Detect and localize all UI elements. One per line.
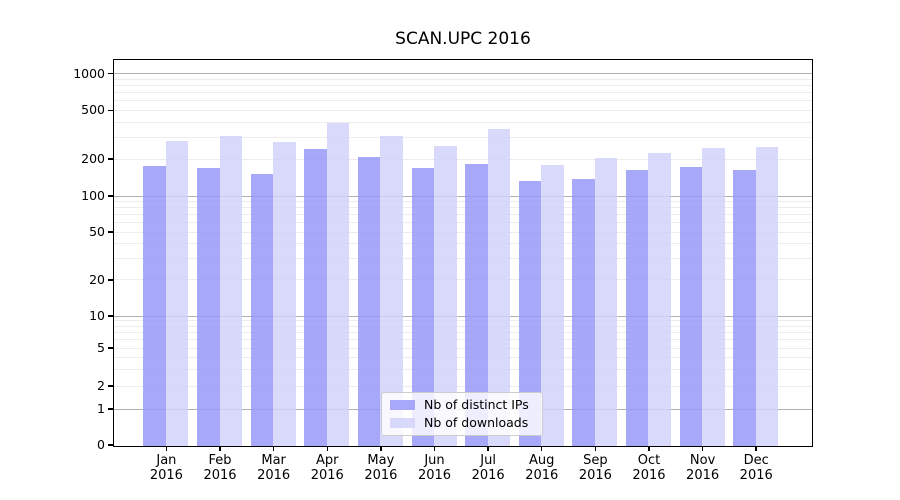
- x-tick-mark-feb: [219, 446, 221, 451]
- bar-downloads-aug: [541, 165, 564, 446]
- gridline-minor-500: [114, 109, 812, 111]
- y-tick-label-100: 100: [81, 188, 105, 203]
- gridline-minor-3: [114, 368, 812, 370]
- x-tick-mark-sep: [594, 446, 597, 451]
- gridline-minor-4: [114, 356, 812, 358]
- bar-distinct-ips-dec: [733, 169, 756, 446]
- y-tick-label-20: 20: [89, 271, 105, 287]
- chart-title: SCAN.UPC 2016: [395, 29, 531, 49]
- y-tick-label-5: 5: [97, 340, 105, 355]
- gridline-major-1000: [114, 73, 812, 74]
- y-tick-label-2: 2: [97, 378, 105, 393]
- x-tick-label-apr: Apr 2016: [310, 453, 344, 483]
- y-tick-label-10: 10: [89, 308, 105, 323]
- gridline-minor-600: [114, 100, 812, 102]
- gridline-minor-800: [114, 84, 812, 86]
- x-tick-label-dec: Dec 2016: [739, 453, 773, 483]
- bar-distinct-ips-jan: [143, 165, 166, 446]
- gridline-minor-60: [114, 222, 812, 224]
- x-tick-label-jul: Jul 2016: [471, 453, 505, 483]
- x-tick-label-nov: Nov 2016: [686, 453, 720, 483]
- y-tick-label-1000: 1000: [73, 65, 105, 81]
- x-tick-label-sep: Sep 2016: [578, 453, 612, 483]
- x-tick-label-mar: Mar 2016: [257, 453, 291, 483]
- bar-downloads-jun: [434, 145, 457, 446]
- x-tick-mark-jun: [433, 446, 436, 451]
- bar-distinct-ips-nov: [679, 166, 703, 446]
- gridline-minor-90: [114, 200, 812, 202]
- bar-downloads-apr: [326, 122, 350, 446]
- bar-downloads-nov: [702, 148, 725, 446]
- bar-distinct-ips-jul: [465, 164, 488, 446]
- bar-downloads-may: [380, 135, 403, 446]
- x-tick-label-oct: Oct 2016: [632, 453, 666, 483]
- gridline-minor-20: [114, 279, 812, 281]
- gridline-minor-70: [114, 214, 812, 216]
- legend-swatch-downloads: [390, 418, 415, 428]
- y-tick-label-200: 200: [81, 151, 105, 167]
- x-tick-mark-may: [380, 446, 382, 451]
- bar-distinct-ips-aug: [518, 181, 542, 446]
- bar-distinct-ips-apr: [304, 149, 327, 446]
- x-tick-mark-apr: [326, 446, 328, 451]
- x-tick-label-feb: Feb 2016: [203, 453, 237, 483]
- y-tick-label-50: 50: [89, 224, 105, 240]
- bar-distinct-ips-jun: [411, 167, 434, 446]
- x-tick-mark-nov: [701, 446, 704, 451]
- gridline-major-10: [114, 315, 812, 317]
- legend: Nb of distinct IPs Nb of downloads: [381, 392, 543, 436]
- bar-downloads-jul: [487, 128, 511, 446]
- x-tick-label-jan: Jan 2016: [149, 453, 183, 483]
- x-tick-label-may: May 2016: [364, 453, 398, 483]
- bar-downloads-feb: [219, 136, 243, 446]
- legend-item-distinct-ips: Nb of distinct IPs: [390, 398, 534, 412]
- legend-item-downloads: Nb of downloads: [390, 416, 534, 430]
- x-tick-mark-dec: [755, 446, 757, 451]
- bar-distinct-ips-feb: [197, 168, 220, 446]
- bar-downloads-sep: [594, 158, 618, 446]
- x-tick-label-jun: Jun 2016: [417, 453, 452, 483]
- x-tick-mark-aug: [540, 446, 543, 451]
- bar-downloads-jan: [165, 140, 189, 446]
- plot-area: [113, 59, 813, 447]
- bar-distinct-ips-may: [357, 156, 381, 446]
- x-tick-label-aug: Aug 2016: [525, 453, 559, 483]
- gridline-minor-5: [114, 347, 812, 349]
- y-tick-label-0: 0: [97, 437, 105, 452]
- gridline-minor-7: [114, 331, 812, 333]
- bar-distinct-ips-oct: [625, 170, 649, 446]
- gridline-minor-40: [114, 243, 812, 245]
- x-tick-mark-oct: [648, 446, 650, 451]
- gridline-major-100: [114, 195, 812, 197]
- y-tick-label-500: 500: [81, 102, 105, 118]
- bar-downloads-oct: [648, 152, 671, 446]
- gridline-minor-900: [114, 78, 812, 80]
- x-tick-mark-jan: [165, 446, 168, 451]
- gridline-minor-50: [114, 231, 812, 233]
- gridline-minor-8: [114, 325, 812, 327]
- gridline-minor-9: [114, 320, 812, 322]
- gridline-minor-30: [114, 258, 812, 260]
- gridline-minor-300: [114, 137, 812, 139]
- legend-label-downloads: Nb of downloads: [424, 415, 529, 430]
- gridline-minor-400: [114, 121, 812, 123]
- x-tick-mark-jul: [487, 446, 489, 451]
- gridline-minor-80: [114, 207, 812, 209]
- bar-downloads-mar: [273, 141, 296, 446]
- gridline-minor-2: [114, 385, 812, 387]
- gridline-minor-700: [114, 91, 812, 93]
- bar-downloads-dec: [755, 147, 779, 446]
- gridline-minor-200: [114, 158, 812, 160]
- legend-label-distinct-ips: Nb of distinct IPs: [424, 397, 529, 412]
- legend-swatch-distinct-ips: [390, 400, 415, 410]
- y-tick-label-1: 1: [97, 401, 105, 416]
- bar-distinct-ips-mar: [250, 173, 274, 446]
- bar-distinct-ips-sep: [572, 178, 595, 446]
- gridline-minor-6: [114, 339, 812, 341]
- x-tick-mark-mar: [272, 446, 275, 451]
